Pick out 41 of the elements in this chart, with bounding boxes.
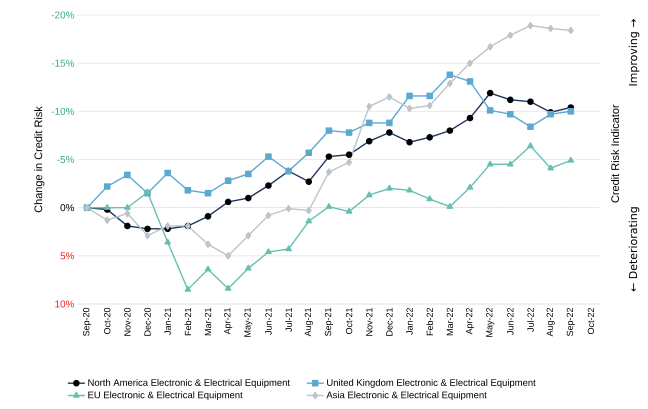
x-tick-label: Dec-20 xyxy=(144,308,151,336)
x-tick-label: Sep-20 xyxy=(83,308,92,336)
x-tick-label: Oct-20 xyxy=(104,308,110,334)
x-tick-label: Dec-21 xyxy=(386,308,393,336)
text: Improving → xyxy=(628,19,640,86)
legend-label: North America Electronic & Electrical Equipment xyxy=(88,378,290,388)
x-tick-label: Aug-22 xyxy=(546,308,555,336)
y-tick-label: 0% xyxy=(60,204,74,212)
text: ← Deteriorating xyxy=(628,207,640,292)
y-tick-label: -15% xyxy=(52,60,74,67)
x-tick-label: Jun-21 xyxy=(265,308,272,335)
x-tick-label: Oct-22 xyxy=(588,308,594,334)
x-tick-label: Nov-21 xyxy=(366,308,372,336)
x-tick-label: Oct-21 xyxy=(346,308,352,334)
x-tick-label: Jan-22 xyxy=(406,308,413,335)
x-tick-label: May-21 xyxy=(244,308,252,337)
legend-label: United Kingdom Electronic & Electrical Equipment xyxy=(327,378,536,388)
x-tick-label: Mar-21 xyxy=(204,308,212,336)
x-tick-label: Jul-21 xyxy=(285,308,292,332)
x-tick-label: Jul-22 xyxy=(527,308,534,332)
x-tick-label: Feb-22 xyxy=(426,308,433,336)
y-tick-label: 10% xyxy=(55,300,74,308)
x-tick-label: Aug-21 xyxy=(304,308,313,336)
y-tick-label: -10% xyxy=(52,108,74,115)
x-tick-label: Feb-21 xyxy=(184,308,192,336)
x-tick-label: May-22 xyxy=(486,308,494,337)
x-tick-label: Jun-22 xyxy=(507,308,514,335)
x-tick-label: Sep-22 xyxy=(566,308,575,336)
x-tick-label: Apr-21 xyxy=(224,308,232,334)
x-tick-label: Jan-21 xyxy=(164,308,171,335)
legend-label: EU Electronic & Electrical Equipment xyxy=(88,391,243,400)
y-tick-label: 5% xyxy=(60,252,74,260)
x-tick-label: Mar-22 xyxy=(446,308,454,336)
y2-axis-title: Credit Risk Indicator xyxy=(610,104,620,202)
y-tick-label: -5% xyxy=(57,156,74,164)
y-axis-title: Change in Credit Risk xyxy=(34,106,44,212)
y-tick-label: -20% xyxy=(52,11,74,19)
x-tick-label: Nov-20 xyxy=(124,308,131,336)
x-tick-label: Apr-22 xyxy=(466,308,474,334)
x-tick-label: Sep-21 xyxy=(324,308,333,336)
legend-label: Asia Electronic & Electrical Equipment xyxy=(326,391,487,400)
